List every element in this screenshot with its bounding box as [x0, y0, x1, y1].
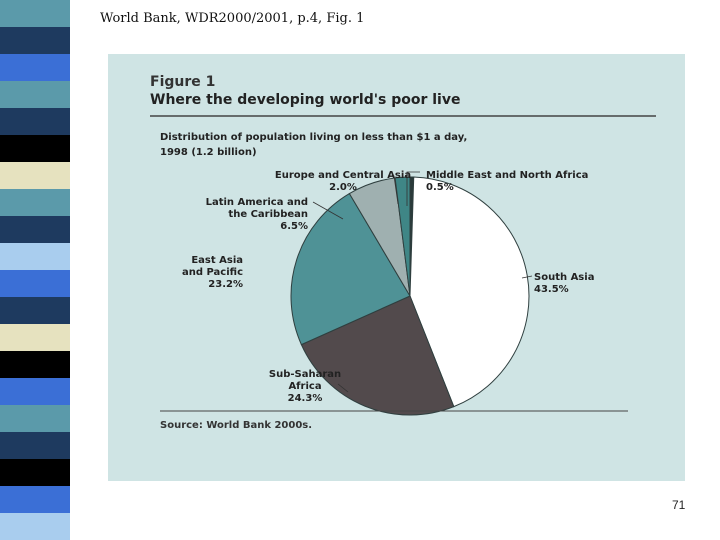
slice-value-label-sub-saharan-africa: 24.3%	[288, 393, 323, 404]
chart-subtitle-line1: Distribution of population living on les…	[160, 132, 467, 143]
slice-name-label-south-asia: South Asia	[534, 272, 594, 283]
stripe-block	[0, 324, 70, 351]
chart-title: Where the developing world's poor live	[150, 92, 460, 108]
stripe-block	[0, 351, 70, 378]
page-number: 71	[672, 498, 686, 512]
stripe-block	[0, 54, 70, 81]
stripe-block	[0, 108, 70, 135]
slice-name-label-middle-east-and-north-africa: Middle East and North Africa	[426, 170, 588, 181]
stripe-block	[0, 27, 70, 54]
pie-slice-europe-and-central-asia	[394, 176, 411, 297]
chart-subtitle-line2: 1998 (1.2 billion)	[160, 147, 257, 158]
stripe-block	[0, 270, 70, 297]
stripe-block	[0, 459, 70, 486]
slice-name-label-latin-america-and-the-caribbean: Latin America and	[206, 197, 308, 208]
scanned-figure: Figure 1 Where the developing world's po…	[108, 54, 685, 481]
stripe-block	[0, 0, 70, 27]
slice-value-label-middle-east-and-north-africa: 0.5%	[426, 182, 454, 193]
pie-slice-east-asia-and-pacific	[290, 192, 411, 346]
leader-line-middle-east-and-north-africa	[406, 171, 420, 206]
stripe-block	[0, 513, 70, 540]
slice-name-label-latin-america-and-the-caribbean: the Caribbean	[228, 209, 308, 220]
stripe-block	[0, 135, 70, 162]
leader-line-latin-america-and-the-caribbean	[312, 201, 344, 220]
pie-slice-south-asia	[409, 176, 530, 408]
slide-header: World Bank, WDR2000/2001, p.4, Fig. 1	[100, 11, 365, 26]
slice-value-label-south-asia: 43.5%	[534, 284, 569, 295]
slice-name-label-east-asia-and-pacific: East Asia	[191, 255, 243, 266]
stripe-block	[0, 432, 70, 459]
slice-name-label-east-asia-and-pacific: and Pacific	[182, 267, 243, 278]
slice-value-label-europe-and-central-asia: 2.0%	[329, 182, 357, 193]
stripe-block	[0, 297, 70, 324]
leader-line-south-asia	[521, 275, 533, 279]
slice-name-label-sub-saharan-africa: Africa	[288, 381, 321, 392]
pie-chart: Figure 1 Where the developing world's po…	[150, 74, 656, 431]
slice-name-label-europe-and-central-asia: Europe and Central Asia	[275, 170, 411, 181]
stripe-block	[0, 81, 70, 108]
stripe-block	[0, 243, 70, 270]
chart-source: Source: World Bank 2000s.	[160, 420, 312, 431]
stripe-block	[0, 216, 70, 243]
slice-value-label-east-asia-and-pacific: 23.2%	[208, 279, 243, 290]
stripe-block	[0, 486, 70, 513]
slice-name-label-sub-saharan-africa: Sub-Saharan	[269, 369, 341, 380]
stripe-block	[0, 162, 70, 189]
stripe-block	[0, 378, 70, 405]
decorative-stripe	[0, 0, 70, 540]
slice-value-label-latin-america-and-the-caribbean: 6.5%	[280, 221, 308, 232]
leader-line-sub-saharan-africa	[337, 383, 349, 393]
stripe-block	[0, 405, 70, 432]
figure-number: Figure 1	[150, 74, 215, 90]
leader-line-europe-and-central-asia	[388, 175, 399, 205]
stripe-block	[0, 189, 70, 216]
